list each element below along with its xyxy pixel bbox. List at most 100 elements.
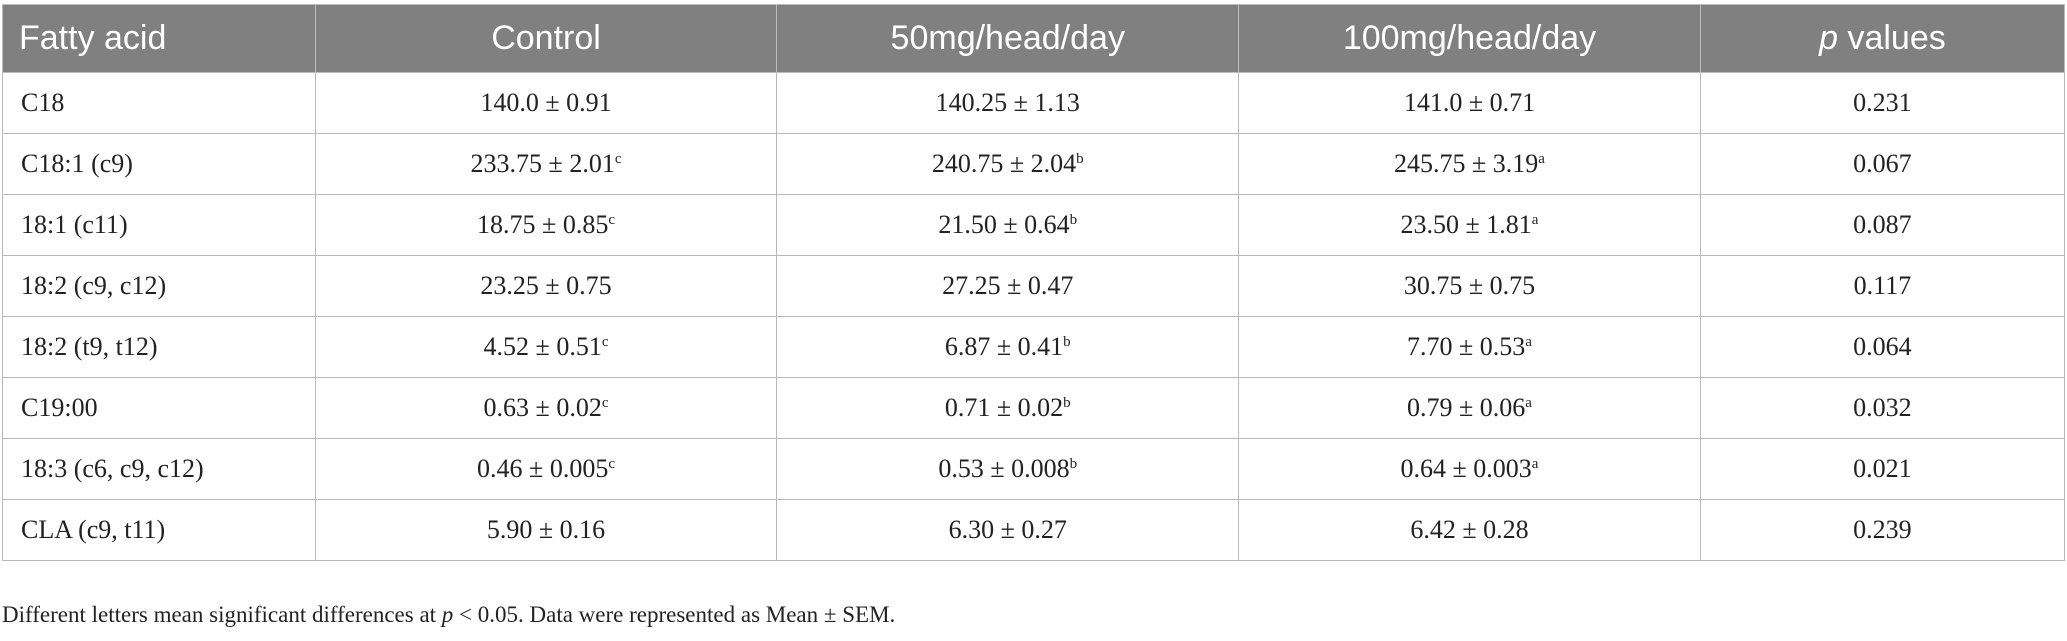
significance-letter: b: [1069, 456, 1078, 472]
cell-fatty-acid: 18:1 (c11): [2, 194, 316, 256]
cell-fatty-acid: C18:1 (c9): [2, 133, 316, 195]
cell-value: 4.52 ± 0.51: [483, 332, 602, 361]
cell-p-value: 0.231: [1699, 72, 2066, 134]
significance-letter: a: [1531, 212, 1539, 228]
fatty-acid-table: Fatty acid Control 50mg/head/day 100mg/h…: [2, 4, 2066, 561]
cell-p-value: 0.067: [1699, 133, 2066, 195]
cell-fatty-acid: 18:3 (c6, c9, c12): [2, 438, 316, 500]
cell-fatty-acid: CLA (c9, t11): [2, 499, 316, 561]
cell-p-value: 0.032: [1699, 377, 2066, 439]
cell-control: 0.46 ± 0.005c: [314, 438, 778, 500]
cell-dose50: 27.25 ± 0.47: [776, 255, 1240, 317]
cell-control: 23.25 ± 0.75: [314, 255, 778, 317]
cell-value: 7.70 ± 0.53: [1407, 332, 1526, 361]
header-p-italic: p: [1819, 19, 1839, 57]
significance-letter: c: [601, 334, 609, 350]
cell-value: 6.87 ± 0.41: [944, 332, 1064, 361]
significance-letter: c: [608, 212, 615, 228]
significance-letter: b: [1063, 334, 1071, 350]
cell-value: 21.50 ± 0.64: [938, 210, 1070, 239]
cell-control: 4.52 ± 0.51c: [314, 316, 778, 378]
cell-fatty-acid: C18: [2, 72, 316, 134]
cell-value: 0.63 ± 0.02: [483, 393, 602, 422]
cell-value: 0.71 ± 0.02: [944, 393, 1064, 422]
cell-control: 5.90 ± 0.16: [314, 499, 778, 561]
cell-value: 0.46 ± 0.005: [477, 454, 609, 483]
cell-dose100: 245.75 ± 3.19a: [1238, 133, 1701, 195]
cell-value: 6.30 ± 0.27: [948, 515, 1067, 544]
significance-letter: b: [1076, 151, 1084, 167]
cell-value: 23.25 ± 0.75: [480, 271, 612, 300]
cell-value: 0.79 ± 0.06: [1407, 393, 1526, 422]
header-row: Fatty acid Control 50mg/head/day 100mg/h…: [2, 4, 2066, 73]
cell-value: 141.0 ± 0.71: [1403, 88, 1536, 117]
footnote-p-italic: p: [441, 602, 454, 627]
significance-letter: a: [1525, 334, 1532, 350]
cell-control: 140.0 ± 0.91: [314, 72, 778, 134]
cell-dose50: 6.87 ± 0.41b: [776, 316, 1240, 378]
header-control: Control: [314, 4, 778, 73]
cell-dose100: 6.42 ± 0.28: [1238, 499, 1701, 561]
cell-control: 18.75 ± 0.85c: [314, 194, 778, 256]
significance-letter: a: [1531, 456, 1539, 472]
table-row: C19:00 0.63 ± 0.02c 0.71 ± 0.02b 0.79 ± 0.0…: [2, 377, 2066, 439]
header-p-rest: values: [1838, 19, 1946, 57]
cell-value: 140.0 ± 0.91: [480, 88, 612, 117]
cell-dose100: 0.64 ± 0.003a: [1238, 438, 1701, 500]
footnote-text-before: Different letters mean significant diffe…: [2, 602, 442, 627]
header-p-values: p values: [1699, 4, 2066, 73]
significance-letter: b: [1069, 212, 1078, 228]
cell-value: 5.90 ± 0.16: [486, 515, 606, 544]
cell-p-value: 0.117: [1699, 255, 2066, 317]
header-fatty-acid: Fatty acid: [2, 4, 316, 73]
cell-value: 0.53 ± 0.008: [938, 454, 1070, 483]
footnote-text-after: < 0.05. Data were represented as Mean ± …: [453, 602, 896, 627]
significance-letter: b: [1063, 395, 1071, 411]
cell-fatty-acid: 18:2 (t9, t12): [2, 316, 316, 378]
table-row: 18:2 (c9, c12) 23.25 ± 0.75 27.25 ± 0.47 30…: [2, 255, 2066, 317]
cell-p-value: 0.064: [1699, 316, 2066, 378]
significance-letter: a: [1538, 151, 1545, 167]
cell-value: 0.64 ± 0.003: [1400, 454, 1532, 483]
cell-dose50: 21.50 ± 0.64b: [776, 194, 1240, 256]
cell-dose100: 141.0 ± 0.71: [1238, 72, 1701, 134]
cell-value: 6.42 ± 0.28: [1410, 515, 1529, 544]
significance-letter: a: [1525, 395, 1532, 411]
cell-p-value: 0.087: [1699, 194, 2066, 256]
header-100mg: 100mg/head/day: [1238, 4, 1701, 73]
significance-letter: c: [614, 151, 622, 167]
cell-fatty-acid: C19:00: [2, 377, 316, 439]
cell-p-value: 0.239: [1699, 499, 2066, 561]
cell-value: 18.75 ± 0.85: [477, 210, 609, 239]
cell-control: 233.75 ± 2.01c: [314, 133, 778, 195]
table-row: 18:3 (c6, c9, c12) 0.46 ± 0.005c 0.53 ± 0.…: [2, 438, 2066, 500]
cell-p-value: 0.021: [1699, 438, 2066, 500]
cell-dose50: 0.53 ± 0.008b: [776, 438, 1240, 500]
cell-value: 30.75 ± 0.75: [1403, 271, 1536, 300]
table-row: 18:1 (c11) 18.75 ± 0.85c 21.50 ± 0.64b 23.5…: [2, 194, 2066, 256]
cell-dose50: 0.71 ± 0.02b: [776, 377, 1240, 439]
significance-letter: c: [608, 456, 615, 472]
table-row: 18:2 (t9, t12) 4.52 ± 0.51c 6.87 ± 0.41b 7.…: [2, 316, 2066, 378]
cell-dose100: 30.75 ± 0.75: [1238, 255, 1701, 317]
cell-dose50: 240.75 ± 2.04b: [776, 133, 1240, 195]
cell-dose50: 6.30 ± 0.27: [776, 499, 1240, 561]
cell-value: 240.75 ± 2.04: [931, 149, 1077, 178]
header-50mg: 50mg/head/day: [776, 4, 1240, 73]
table-footnote: Different letters mean significant diffe…: [2, 602, 895, 628]
cell-value: 233.75 ± 2.01: [470, 149, 615, 178]
significance-letter: c: [601, 395, 609, 411]
table-row: C18:1 (c9) 233.75 ± 2.01c 240.75 ± 2.04b 24…: [2, 133, 2066, 195]
cell-fatty-acid: 18:2 (c9, c12): [2, 255, 316, 317]
cell-value: 245.75 ± 3.19: [1394, 149, 1539, 178]
cell-dose100: 7.70 ± 0.53a: [1238, 316, 1701, 378]
cell-value: 140.25 ± 1.13: [935, 88, 1080, 117]
cell-value: 27.25 ± 0.47: [942, 271, 1074, 300]
cell-dose50: 140.25 ± 1.13: [776, 72, 1240, 134]
cell-dose100: 0.79 ± 0.06a: [1238, 377, 1701, 439]
cell-dose100: 23.50 ± 1.81a: [1238, 194, 1701, 256]
cell-value: 23.50 ± 1.81: [1400, 210, 1532, 239]
table-row: CLA (c9, t11) 5.90 ± 0.16 6.30 ± 0.27 6.42 …: [2, 499, 2066, 561]
cell-control: 0.63 ± 0.02c: [314, 377, 778, 439]
table-row: C18 140.0 ± 0.91 140.25 ± 1.13 141.0 ± 0.71…: [2, 72, 2066, 134]
